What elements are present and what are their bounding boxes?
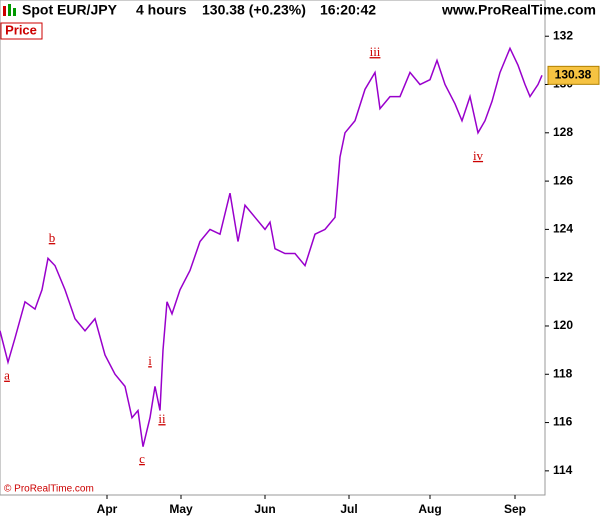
- x-tick-label: Jun: [254, 502, 275, 516]
- wave-label: b: [49, 230, 56, 245]
- source: www.ProRealTime.com: [441, 2, 596, 18]
- title: Spot EUR/JPY: [22, 2, 118, 18]
- y-tick-label: 124: [553, 222, 573, 236]
- y-tick-label: 126: [553, 173, 573, 187]
- wave-label: a: [4, 368, 10, 383]
- panel-label: Price: [5, 22, 37, 37]
- y-tick-label: 118: [553, 366, 573, 380]
- y-tick-label: 128: [553, 125, 573, 139]
- last-value-box: [547, 65, 600, 85]
- y-tick-label: 116: [553, 415, 573, 429]
- quote: 130.38 (+0.23%): [202, 2, 306, 18]
- logo-icon: [3, 4, 16, 16]
- price-line: [0, 46, 543, 447]
- wave-label: i: [148, 353, 152, 368]
- plot-frame: [0, 0, 546, 496]
- timeframe: 4 hours: [136, 2, 187, 18]
- panel-label-box: [0, 22, 43, 40]
- wave-label: iii: [370, 44, 381, 59]
- y-tick-label: 132: [553, 28, 573, 42]
- y-tick-label: 114: [553, 463, 573, 477]
- copyright: © ProRealTime.com: [4, 484, 94, 495]
- x-tick-label: May: [169, 502, 193, 516]
- time: 16:20:42: [320, 2, 376, 18]
- x-tick-label: Aug: [418, 502, 441, 516]
- last-value-label: 130.38: [555, 68, 592, 82]
- y-tick-label: 122: [553, 270, 573, 284]
- wave-label: ii: [158, 411, 166, 426]
- x-tick-label: Sep: [504, 502, 526, 516]
- x-tick-label: Jul: [340, 502, 357, 516]
- wave-label: iv: [473, 148, 484, 163]
- x-tick-label: Apr: [97, 502, 118, 516]
- wave-label: c: [139, 451, 145, 466]
- y-tick-label: 120: [553, 318, 573, 332]
